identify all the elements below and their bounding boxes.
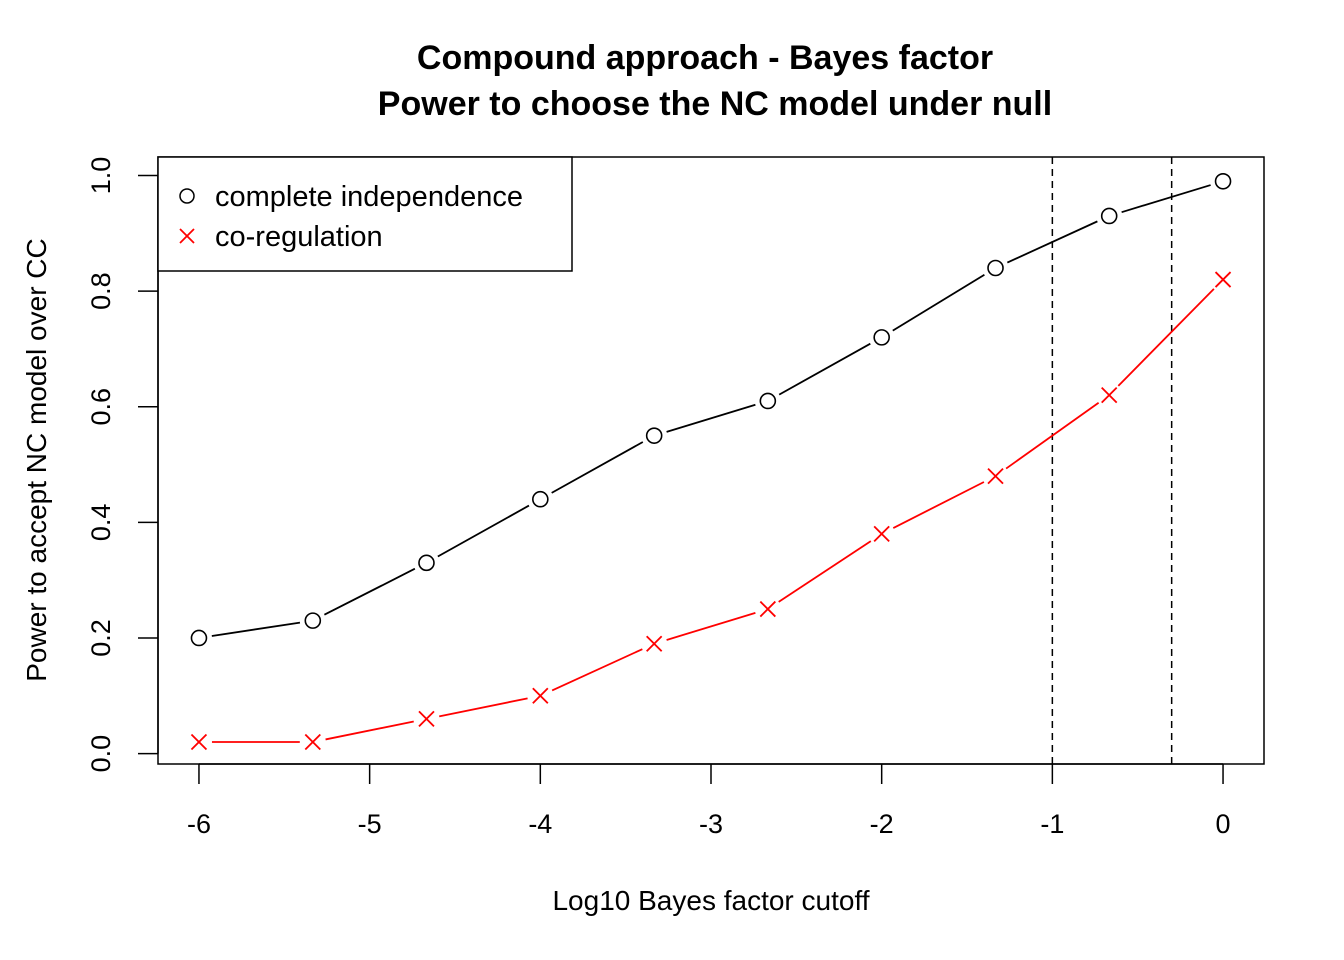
legend-label-co-regulation: co-regulation	[215, 221, 383, 253]
data-point	[1214, 172, 1232, 190]
y-tick-label: 0.6	[86, 388, 116, 426]
y-tick-label: 0.2	[86, 619, 116, 657]
data-point	[987, 467, 1004, 485]
y-tick-label: 1.0	[86, 157, 116, 195]
x-tick-label: -6	[187, 809, 211, 839]
data-point	[759, 600, 776, 618]
x-tick-label: 0	[1216, 809, 1231, 839]
series-segment	[892, 273, 985, 332]
data-point	[1100, 207, 1118, 225]
data-point	[418, 710, 435, 728]
series-layer	[190, 172, 1232, 751]
legend: complete independence co-regulation	[157, 156, 573, 272]
x-tick-label: -4	[528, 809, 552, 839]
data-point	[646, 635, 663, 652]
data-point	[873, 525, 890, 543]
series-segment	[551, 441, 644, 494]
series-segment	[1121, 184, 1211, 214]
series-segment	[1005, 401, 1100, 470]
data-point	[987, 259, 1004, 277]
data-point	[1214, 271, 1232, 288]
x-axis: -6 -5 -4 -3 -2 -1 0	[187, 763, 1231, 839]
y-axis: 0.0 0.2 0.4 0.6 0.8 1.0	[86, 157, 159, 773]
y-axis-label: Power to accept NC model over CC	[21, 238, 52, 682]
series-complete-independence	[190, 172, 1232, 647]
legend-marker-cross	[179, 228, 195, 244]
data-point	[873, 329, 890, 346]
series-co-regulation	[190, 271, 1232, 751]
data-point	[418, 554, 435, 572]
y-tick-label: 0.4	[86, 504, 116, 542]
chart-title: Compound approach - Bayes factor	[417, 39, 993, 77]
x-tick-label: -3	[699, 809, 723, 839]
series-segment	[892, 481, 985, 529]
y-tick-label: 0.8	[86, 272, 116, 310]
data-point	[532, 687, 549, 704]
legend-box	[157, 156, 573, 272]
series-segment	[1117, 288, 1215, 387]
legend-marker-circle	[179, 188, 195, 204]
y-tick-label: 0.0	[86, 735, 116, 773]
chart-subtitle: Power to choose the NC model under null	[378, 85, 1052, 123]
data-point	[1101, 387, 1118, 404]
x-tick-label: -5	[358, 809, 382, 839]
series-segment	[323, 567, 416, 616]
x-axis-label: Log10 Bayes factor cutoff	[552, 885, 869, 916]
data-point	[759, 392, 777, 410]
series-segment	[1006, 220, 1098, 264]
data-point	[645, 427, 663, 444]
series-segment	[778, 342, 871, 396]
data-point	[190, 629, 208, 647]
series-segment	[211, 621, 301, 637]
data-point	[304, 733, 321, 751]
series-segment	[778, 540, 872, 603]
series-segment	[666, 612, 756, 641]
legend-label-complete-independence: complete independence	[215, 181, 523, 213]
x-tick-label: -2	[870, 809, 894, 839]
data-point	[304, 612, 322, 629]
x-tick-label: -1	[1040, 809, 1064, 839]
series-segment	[437, 504, 530, 558]
series-segment	[439, 697, 528, 718]
series-segment	[666, 403, 756, 433]
reference-lines	[1051, 157, 1173, 764]
series-segment	[325, 720, 414, 741]
data-point	[532, 490, 549, 508]
data-point	[190, 733, 208, 751]
series-segment	[551, 648, 643, 692]
